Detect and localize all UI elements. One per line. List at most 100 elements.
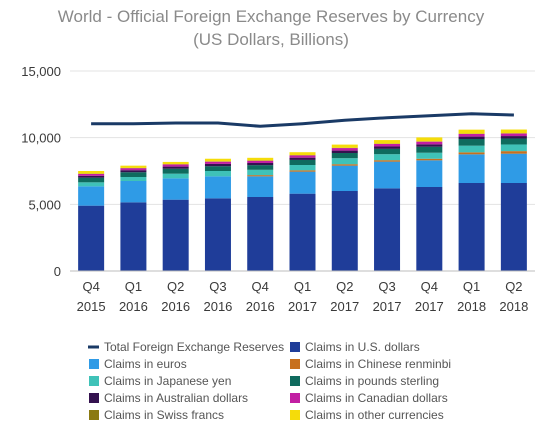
- x-tick-quarter: Q2: [336, 279, 353, 294]
- x-tick-quarter: Q1: [463, 279, 480, 294]
- bar-segment-claims-in-canadian-dollars: [500, 133, 527, 137]
- bar-segment-claims-in-canadian-dollars: [374, 143, 401, 147]
- x-tick-year: 2018: [499, 299, 528, 314]
- y-axis: 0 5,000 10,000 15,000: [21, 64, 61, 279]
- bar-segment-claims-in-other-currencies: [374, 140, 401, 144]
- x-tick-quarter: Q4: [421, 279, 438, 294]
- legend: Total Foreign Exchange Reserves Claims in…: [88, 340, 451, 422]
- bar-segment-claims-in-australian-dollars: [78, 175, 105, 178]
- bar-segment-claims-in-pounds-sterling: [458, 139, 485, 146]
- bar-segment-claims-in-u-s-dollars: [204, 198, 231, 271]
- x-tick-quarter: Q3: [209, 279, 226, 294]
- bar-segment-claims-in-other-currencies: [458, 129, 485, 134]
- bar-segment-claims-in-euros: [374, 161, 401, 189]
- stacked-bars: [78, 129, 527, 271]
- bar-segment-claims-in-euros: [458, 154, 485, 183]
- bar-segment-claims-in-pounds-sterling: [374, 148, 401, 155]
- bar-segment-claims-in-euros: [162, 178, 189, 200]
- y-tick-label: 10,000: [21, 131, 61, 146]
- x-tick-year: 2016: [203, 299, 232, 314]
- bar-segment-claims-in-euros: [247, 176, 274, 197]
- bar-segment-claims-in-other-currencies: [78, 171, 105, 174]
- bar-segment-claims-in-pounds-sterling: [120, 172, 147, 177]
- y-tick-label: 5,000: [28, 197, 61, 212]
- x-tick-year: 2017: [373, 299, 402, 314]
- legend-label: Claims in U.S. dollars: [305, 340, 420, 354]
- bar-segment-claims-in-australian-dollars: [289, 157, 316, 160]
- legend-label: Claims in Japanese yen: [104, 374, 231, 388]
- bar-segment-claims-in-euros: [289, 171, 316, 194]
- chart-subtitle: (US Dollars, Billions): [193, 30, 349, 49]
- bar-segment-claims-in-australian-dollars: [500, 136, 527, 139]
- y-tick-label: 0: [54, 264, 61, 279]
- bar-segment-claims-in-australian-dollars: [247, 163, 274, 166]
- bar-segment-claims-in-other-currencies: [416, 137, 443, 142]
- bar-segment-claims-in-japanese-yen: [500, 144, 527, 152]
- legend-swatch: [290, 359, 300, 369]
- bar-segment-claims-in-u-s-dollars: [374, 188, 401, 271]
- bar-segment-claims-in-chinese-renminbi: [374, 160, 401, 162]
- bar-segment-claims-in-chinese-renminbi: [500, 151, 527, 154]
- bar-segment-claims-in-u-s-dollars: [78, 205, 105, 271]
- x-tick-year: 2017: [330, 299, 359, 314]
- chart-title: World - Official Foreign Exchange Reserv…: [58, 7, 485, 26]
- legend-swatch: [89, 376, 99, 386]
- legend-swatch: [290, 376, 300, 386]
- x-tick-year: 2016: [161, 299, 190, 314]
- bar-segment-claims-in-pounds-sterling: [162, 168, 189, 174]
- bar-segment-claims-in-japanese-yen: [289, 165, 316, 171]
- bar-segment-claims-in-japanese-yen: [78, 182, 105, 187]
- bar-segment-claims-in-pounds-sterling: [500, 138, 527, 145]
- bar-segment-claims-in-euros: [500, 153, 527, 183]
- bar-segment-claims-in-euros: [120, 181, 147, 203]
- legend-label: Claims in euros: [104, 357, 187, 371]
- bar-segment-claims-in-pounds-sterling: [331, 153, 358, 159]
- legend-label: Claims in Australian dollars: [104, 391, 248, 405]
- total-reserves-line: [91, 112, 514, 128]
- bar-segment-claims-in-other-currencies: [120, 165, 147, 168]
- x-tick-quarter: Q1: [125, 279, 142, 294]
- bar-segment-claims-in-other-currencies: [162, 161, 189, 165]
- x-tick-quarter: Q3: [378, 279, 395, 294]
- bar-segment-claims-in-japanese-yen: [204, 171, 231, 177]
- legend-label: Claims in pounds sterling: [305, 374, 439, 388]
- x-axis: Q4 2015 Q1 2016 Q2 2016 Q3 2016 Q4 2016 Q1 2017 Q2 20…: [70, 270, 535, 314]
- bar-segment-claims-in-other-currencies: [500, 129, 527, 134]
- bar-segment-claims-in-u-s-dollars: [416, 187, 443, 271]
- bar-segment-claims-in-canadian-dollars: [416, 141, 443, 145]
- x-tick-quarter: Q2: [167, 279, 184, 294]
- bar-segment-claims-in-japanese-yen: [458, 145, 485, 153]
- bar-segment-claims-in-pounds-sterling: [416, 146, 443, 153]
- x-tick-quarter: Q1: [294, 279, 311, 294]
- bar-segment-claims-in-chinese-renminbi: [416, 158, 443, 161]
- bar-segment-claims-in-australian-dollars: [162, 166, 189, 169]
- legend-swatch: [89, 393, 99, 403]
- x-tick-year: 2016: [119, 299, 148, 314]
- bar-segment-claims-in-euros: [204, 176, 231, 199]
- x-tick-year: 2017: [288, 299, 317, 314]
- bar-segment-claims-in-japanese-yen: [416, 152, 443, 159]
- legend-swatch: [290, 410, 300, 420]
- legend-label: Claims in Canadian dollars: [305, 391, 448, 405]
- bar-segment-claims-in-euros: [416, 160, 443, 187]
- bar-segment-claims-in-euros: [331, 165, 358, 191]
- bar-segment-claims-in-canadian-dollars: [78, 173, 105, 176]
- total-line-layer: [91, 112, 514, 128]
- legend-swatch: [89, 410, 99, 420]
- bar-segment-claims-in-australian-dollars: [331, 150, 358, 153]
- bar-segment-claims-in-u-s-dollars: [247, 197, 274, 271]
- y-tick-label: 15,000: [21, 64, 61, 79]
- x-tick-quarter: Q2: [505, 279, 522, 294]
- x-tick-year: 2018: [457, 299, 486, 314]
- bar-segment-claims-in-pounds-sterling: [247, 165, 274, 170]
- legend-swatch: [89, 359, 99, 369]
- bar-segment-claims-in-u-s-dollars: [458, 183, 485, 271]
- bar-segment-claims-in-other-currencies: [289, 152, 316, 156]
- bar-segment-claims-in-u-s-dollars: [162, 199, 189, 271]
- bar-segment-claims-in-canadian-dollars: [247, 160, 274, 163]
- bar-segment-claims-in-u-s-dollars: [500, 183, 527, 271]
- legend-label: Claims in Chinese renminbi: [305, 357, 451, 371]
- bar-segment-claims-in-euros: [78, 186, 105, 206]
- x-tick-quarter: Q4: [252, 279, 269, 294]
